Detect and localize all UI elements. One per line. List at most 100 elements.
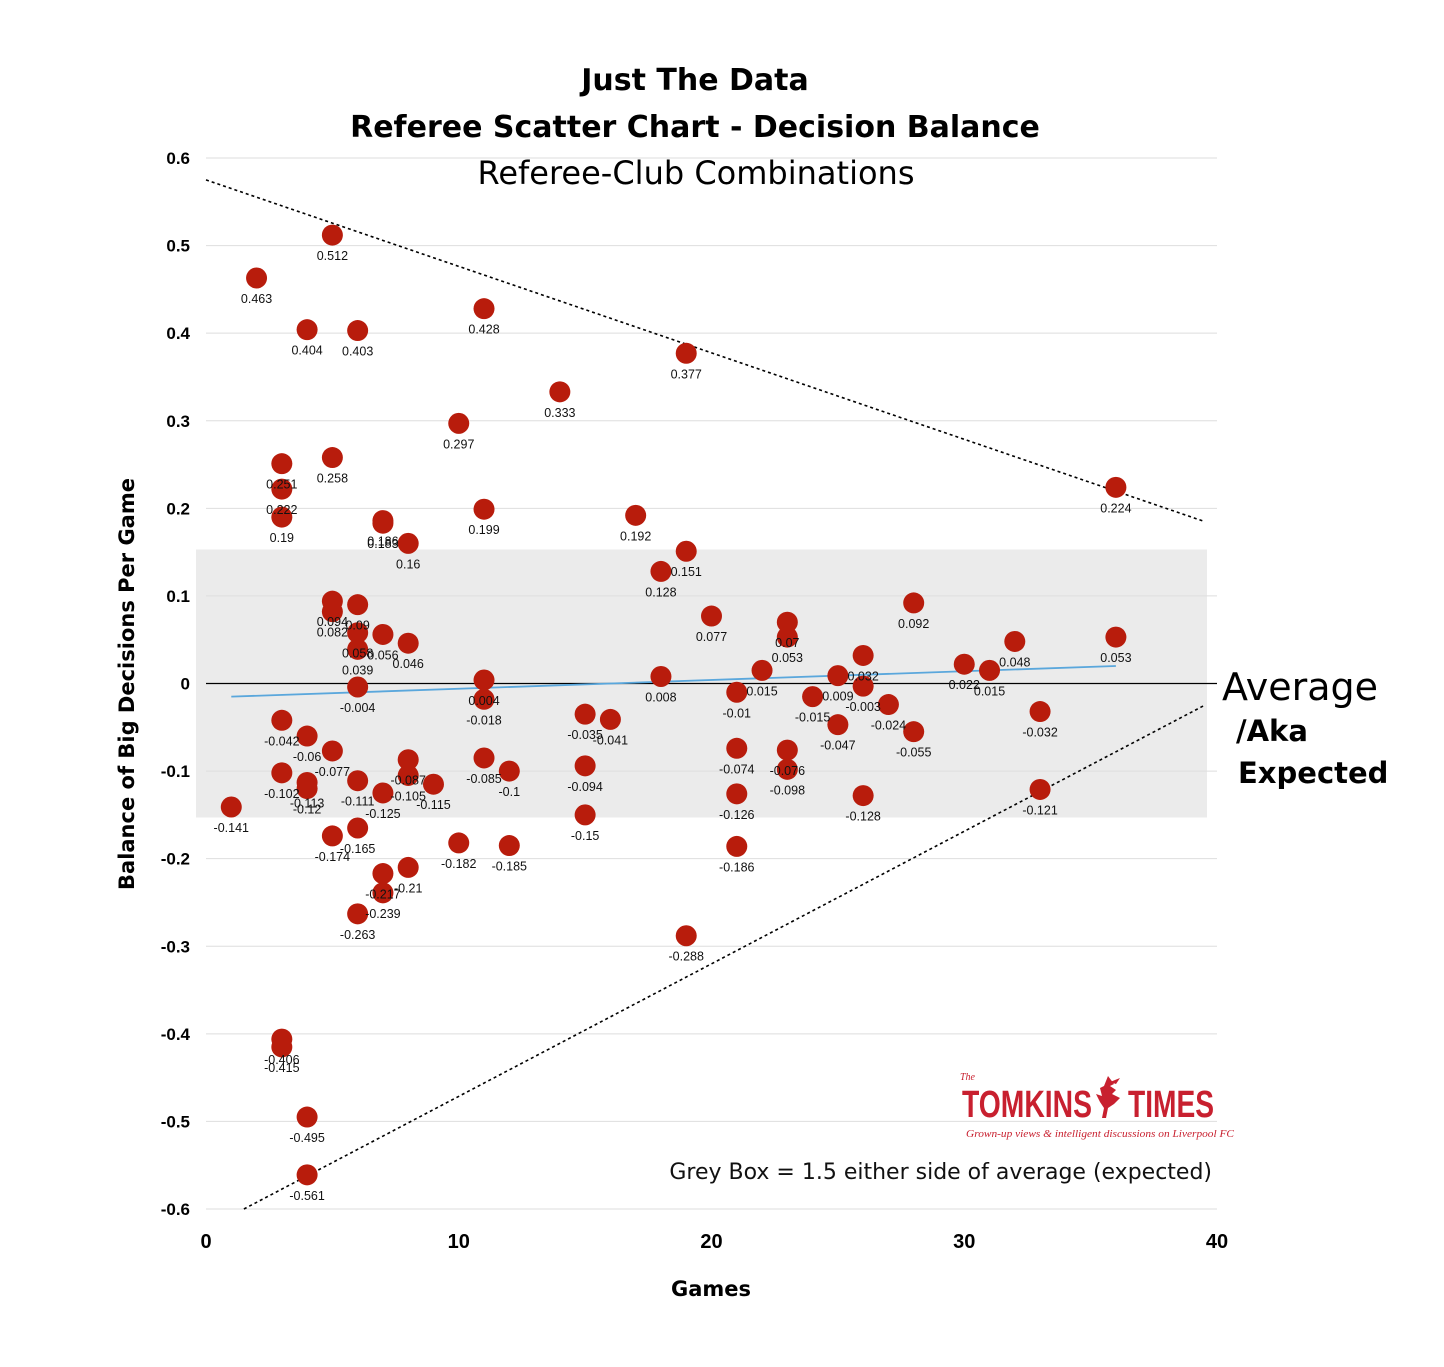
data-labels: 0.463 0.512 0.404 0.403 0.428 0.377 0.333 0.297… <box>214 249 1132 1203</box>
data-point <box>776 626 798 648</box>
y-tick-label: -0.1 <box>161 762 190 781</box>
data-label: -0.111 <box>341 795 375 809</box>
data-point <box>1029 701 1051 723</box>
y-tick-label: 0.6 <box>166 149 190 168</box>
data-label: -0.126 <box>719 808 754 822</box>
data-label: -0.004 <box>340 701 375 715</box>
y-tick-label: 0.2 <box>166 499 190 518</box>
data-label: 0.015 <box>974 684 1005 698</box>
data-label: -0.01 <box>723 706 752 720</box>
data-label: -0.098 <box>770 783 805 797</box>
data-point <box>321 825 343 847</box>
data-label: -0.263 <box>340 928 375 942</box>
data-point <box>296 778 318 800</box>
data-point <box>321 740 343 762</box>
data-label: -0.115 <box>416 798 451 812</box>
data-label: 0.004 <box>468 694 499 708</box>
data-label: 0.463 <box>241 292 272 306</box>
data-point <box>498 835 520 857</box>
data-label: 0.183 <box>367 537 398 551</box>
chart-title: Just The Data <box>579 63 809 98</box>
data-point <box>321 447 343 469</box>
data-label: -0.182 <box>441 857 476 871</box>
data-label: 0.251 <box>266 478 297 492</box>
data-label: -0.128 <box>845 810 880 824</box>
logo-the: The <box>960 1072 976 1083</box>
data-label: -0.12 <box>293 803 322 817</box>
data-label: -0.094 <box>567 780 602 794</box>
x-tick-label: 20 <box>700 1231 722 1253</box>
chart-subtitle-2: Referee-Club Combinations <box>478 154 915 192</box>
data-point <box>347 903 369 925</box>
data-point <box>675 342 697 364</box>
logo-name-left: TOMKINS <box>962 1084 1092 1126</box>
data-label: 0.403 <box>342 345 373 359</box>
data-point <box>726 783 748 805</box>
data-point <box>422 773 444 795</box>
data-label: 0.015 <box>746 684 777 698</box>
data-point <box>802 686 824 708</box>
data-label: -0.288 <box>668 950 703 964</box>
data-label: 0.032 <box>848 669 879 683</box>
data-label: 0.224 <box>1100 501 1131 515</box>
data-label: -0.018 <box>466 713 501 727</box>
data-label: -0.217 <box>365 888 400 902</box>
data-point <box>1105 626 1127 648</box>
data-label: -0.077 <box>315 765 350 779</box>
data-point <box>271 453 293 475</box>
data-label: -0.06 <box>293 750 322 764</box>
data-label: -0.085 <box>466 772 501 786</box>
data-label: 0.058 <box>342 647 373 661</box>
data-point <box>347 320 369 342</box>
data-label: -0.1 <box>499 785 521 799</box>
data-point <box>979 659 1001 681</box>
data-point <box>271 1036 293 1058</box>
data-point <box>903 721 925 743</box>
y-tick-label: 0 <box>181 675 190 694</box>
data-point <box>1029 778 1051 800</box>
chart-subtitle: Referee Scatter Chart - Decision Balance <box>350 110 1040 145</box>
data-label: 0.428 <box>468 323 499 337</box>
x-tick-label: 10 <box>448 1231 470 1253</box>
data-point <box>852 675 874 697</box>
data-point <box>675 925 697 947</box>
data-point <box>397 532 419 554</box>
data-label: 0.053 <box>1100 651 1131 665</box>
data-label: -0.415 <box>264 1061 299 1075</box>
data-point <box>296 1164 318 1186</box>
data-point <box>347 638 369 660</box>
data-point <box>372 882 394 904</box>
liverbird-icon <box>1096 1076 1120 1118</box>
data-point <box>701 605 722 627</box>
x-tick-label: 40 <box>1206 1231 1228 1253</box>
data-point <box>296 725 318 747</box>
data-point <box>675 540 697 562</box>
data-point <box>726 737 748 759</box>
data-point <box>473 669 495 691</box>
data-label: 0.186 <box>367 535 398 549</box>
data-label: 0.151 <box>671 565 702 579</box>
data-label: -0.121 <box>1022 803 1057 817</box>
y-tick-label: -0.5 <box>161 1112 190 1131</box>
data-label: 0.07 <box>775 636 799 650</box>
upper-bound-line <box>205 179 1205 523</box>
data-label: -0.105 <box>390 789 425 803</box>
data-label: -0.024 <box>871 719 906 733</box>
data-point <box>574 703 596 725</box>
data-label: 0.077 <box>696 630 727 644</box>
data-point <box>852 644 874 666</box>
lower-bound-line <box>243 704 1205 1210</box>
data-label: 0.008 <box>645 690 676 704</box>
data-point <box>347 770 369 792</box>
y-tick-label: -0.2 <box>161 850 190 869</box>
data-point <box>574 804 596 826</box>
data-point <box>1004 630 1026 652</box>
data-label: 0.128 <box>645 585 676 599</box>
data-point <box>827 714 849 736</box>
data-point <box>271 506 293 528</box>
data-point <box>246 267 268 289</box>
data-point <box>372 623 394 645</box>
data-label: 0.053 <box>772 651 803 665</box>
data-label: -0.015 <box>795 711 830 725</box>
